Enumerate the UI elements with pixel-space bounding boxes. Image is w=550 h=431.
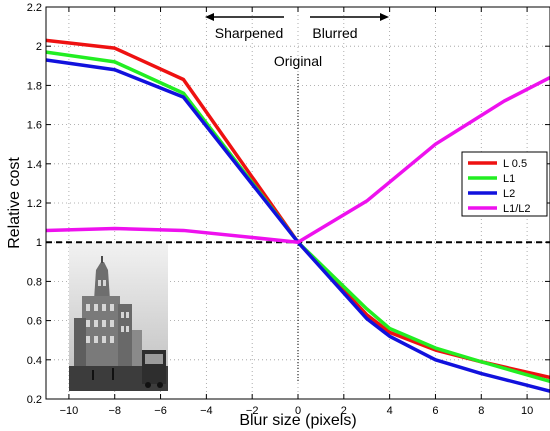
series-line-l1-l2	[46, 76, 550, 244]
legend-label: L2	[503, 188, 515, 200]
x-tick-label: 4	[387, 405, 393, 417]
legend-label: L1	[503, 173, 515, 185]
original-label: Original	[274, 53, 322, 69]
y-tick-label: 0.6	[27, 316, 42, 328]
y-tick-label: 1.4	[27, 159, 42, 171]
y-tick-label: 1.6	[27, 120, 42, 132]
y-tick-label: 1.2	[27, 198, 42, 210]
x-tick-label: 0	[295, 405, 301, 417]
direction-annotations: Sharpened Blurred Original	[205, 13, 389, 69]
x-tick-label: −8	[108, 405, 121, 417]
x-tick-label: 10	[521, 405, 533, 417]
legend-label: L 0.5	[503, 158, 527, 170]
y-tick-label: 1.8	[27, 80, 42, 92]
y-tick-label: 0.8	[27, 276, 42, 288]
legend: L 0.5 L1 L2 L1/L2	[461, 151, 548, 217]
x-tick-label: 8	[478, 405, 484, 417]
blurred-label: Blurred	[312, 25, 357, 41]
x-tick-label: 6	[432, 405, 438, 417]
building-photo-icon	[69, 242, 168, 391]
x-tick-label: −10	[60, 405, 79, 417]
x-tick-label: −6	[154, 405, 167, 417]
y-tick-label: 0.2	[27, 394, 42, 406]
y-axis-label: Relative cost	[6, 157, 23, 249]
y-tick-label: 2.2	[27, 2, 42, 14]
y-tick-label: 0.4	[27, 355, 42, 367]
x-tick-label: 2	[341, 405, 347, 417]
x-axis-label: Blur size (pixels)	[239, 412, 356, 429]
y-tick-label: 1	[36, 237, 42, 249]
y-tick-label: 2	[36, 41, 42, 53]
series-line-l2	[46, 58, 550, 393]
x-tick-label: −4	[200, 405, 213, 417]
legend-label: L1/L2	[503, 203, 531, 215]
x-tick-label: −2	[246, 405, 259, 417]
series-line-l1	[46, 50, 550, 384]
sharpened-label: Sharpened	[215, 25, 284, 41]
